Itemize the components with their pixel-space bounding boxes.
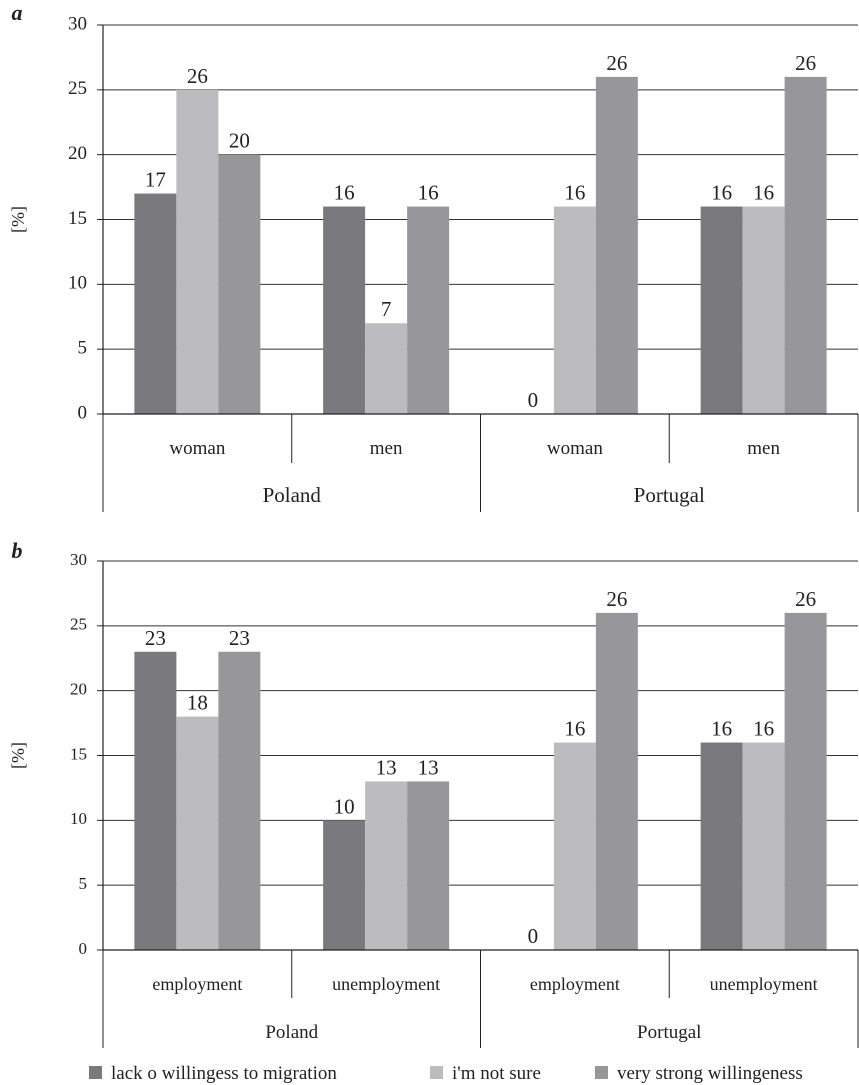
- bar-data-label: 26: [606, 587, 627, 611]
- legend-swatch: [595, 1066, 608, 1079]
- panel-label: a: [12, 0, 23, 25]
- bar: [365, 781, 408, 950]
- legend-label: lack o willingess to migration: [111, 1063, 337, 1084]
- x-category-label: employment: [530, 974, 620, 994]
- x-group-label: Poland: [263, 483, 322, 507]
- bar-data-label: 16: [711, 181, 732, 205]
- bar-data-label: 16: [753, 181, 774, 205]
- bar: [218, 154, 261, 414]
- x-category-label: men: [747, 438, 780, 459]
- legend-swatch: [89, 1066, 102, 1079]
- bar: [742, 206, 785, 414]
- bar: [365, 323, 408, 414]
- bar: [784, 612, 827, 950]
- bar: [784, 76, 827, 414]
- bar: [407, 206, 450, 414]
- y-tick-label: 5: [78, 338, 88, 359]
- x-group-label: Portugal: [634, 483, 705, 507]
- chart-panel-a: a [%] 0 5 10 15 20 25 30 17 16 0 16 26 7 16 16 20 16 26 26 wo…: [8, 0, 859, 512]
- y-tick-label: 10: [68, 273, 87, 294]
- y-tick-label: 30: [70, 550, 87, 569]
- y-tick-label: 15: [68, 208, 87, 229]
- bar: [700, 742, 743, 950]
- bar-data-label: 13: [418, 755, 439, 779]
- bar-data-label: 16: [564, 717, 585, 741]
- y-tick-label: 25: [68, 78, 87, 99]
- bar-data-label: 26: [795, 587, 816, 611]
- bar: [595, 612, 638, 950]
- legend-label: i'm not sure: [452, 1063, 541, 1084]
- y-axis-label: [%]: [8, 206, 28, 233]
- bar-data-label: 16: [711, 717, 732, 741]
- bar-data-label: 18: [187, 691, 208, 715]
- bar: [134, 193, 177, 414]
- bar-data-label: 26: [795, 51, 816, 75]
- y-tick-label: 20: [68, 143, 87, 164]
- bar-data-label: 26: [187, 64, 208, 88]
- y-tick-label: 20: [70, 680, 87, 699]
- y-tick-label: 10: [70, 809, 87, 828]
- panel-label: b: [12, 538, 23, 563]
- bar: [323, 206, 366, 414]
- bar: [176, 716, 219, 950]
- bar: [595, 76, 638, 414]
- bar-data-label: 20: [229, 129, 250, 153]
- legend-item: i'm not sure: [430, 1063, 541, 1084]
- legend-item: lack o willingess to migration: [89, 1063, 337, 1084]
- legend: lack o willingess to migration i'm not su…: [89, 1063, 803, 1084]
- x-group-label: Portugal: [637, 1022, 701, 1043]
- chart-panel-b: b [%] 0 5 10 15 20 25 30 23 10 0 16 18 13 16 16 23 13 26 26 e…: [8, 538, 859, 1048]
- bar-data-label: 10: [334, 794, 355, 818]
- bar-data-label: 23: [145, 626, 166, 650]
- bar-data-label: 0: [528, 924, 539, 948]
- bar-data-label: 16: [753, 717, 774, 741]
- x-category-label: woman: [547, 438, 603, 459]
- bar: [218, 651, 261, 950]
- x-category-label: men: [370, 438, 403, 459]
- bar-data-label: 7: [381, 297, 392, 321]
- legend-label: very strong willingeness: [617, 1063, 803, 1084]
- y-tick-label: 5: [79, 874, 88, 893]
- bar: [134, 651, 177, 950]
- x-category-label: employment: [152, 974, 242, 994]
- bar-data-label: 16: [418, 181, 439, 205]
- y-tick-label: 0: [79, 939, 88, 958]
- legend-item: very strong willingeness: [595, 1063, 803, 1084]
- bar: [553, 206, 596, 414]
- bar: [700, 206, 743, 414]
- bar-data-label: 23: [229, 626, 250, 650]
- y-tick-label: 0: [78, 402, 88, 423]
- x-category-label: unemployment: [710, 974, 818, 994]
- bar: [176, 89, 219, 414]
- bar: [553, 742, 596, 950]
- x-category-label: woman: [169, 438, 225, 459]
- y-tick-label: 30: [68, 13, 87, 34]
- x-group-label: Poland: [265, 1022, 318, 1043]
- bar: [742, 742, 785, 950]
- bar-data-label: 13: [376, 755, 397, 779]
- bar: [407, 781, 450, 950]
- bar-data-label: 17: [145, 168, 166, 192]
- y-tick-label: 15: [70, 744, 87, 763]
- y-axis-label: [%]: [8, 742, 28, 769]
- y-tick-label: 25: [70, 615, 87, 634]
- x-category-label: unemployment: [332, 974, 440, 994]
- bar-data-label: 0: [528, 388, 539, 412]
- bar-data-label: 16: [564, 181, 585, 205]
- bar: [323, 820, 366, 950]
- bar-data-label: 26: [606, 51, 627, 75]
- legend-swatch: [430, 1066, 443, 1079]
- bar-data-label: 16: [334, 181, 355, 205]
